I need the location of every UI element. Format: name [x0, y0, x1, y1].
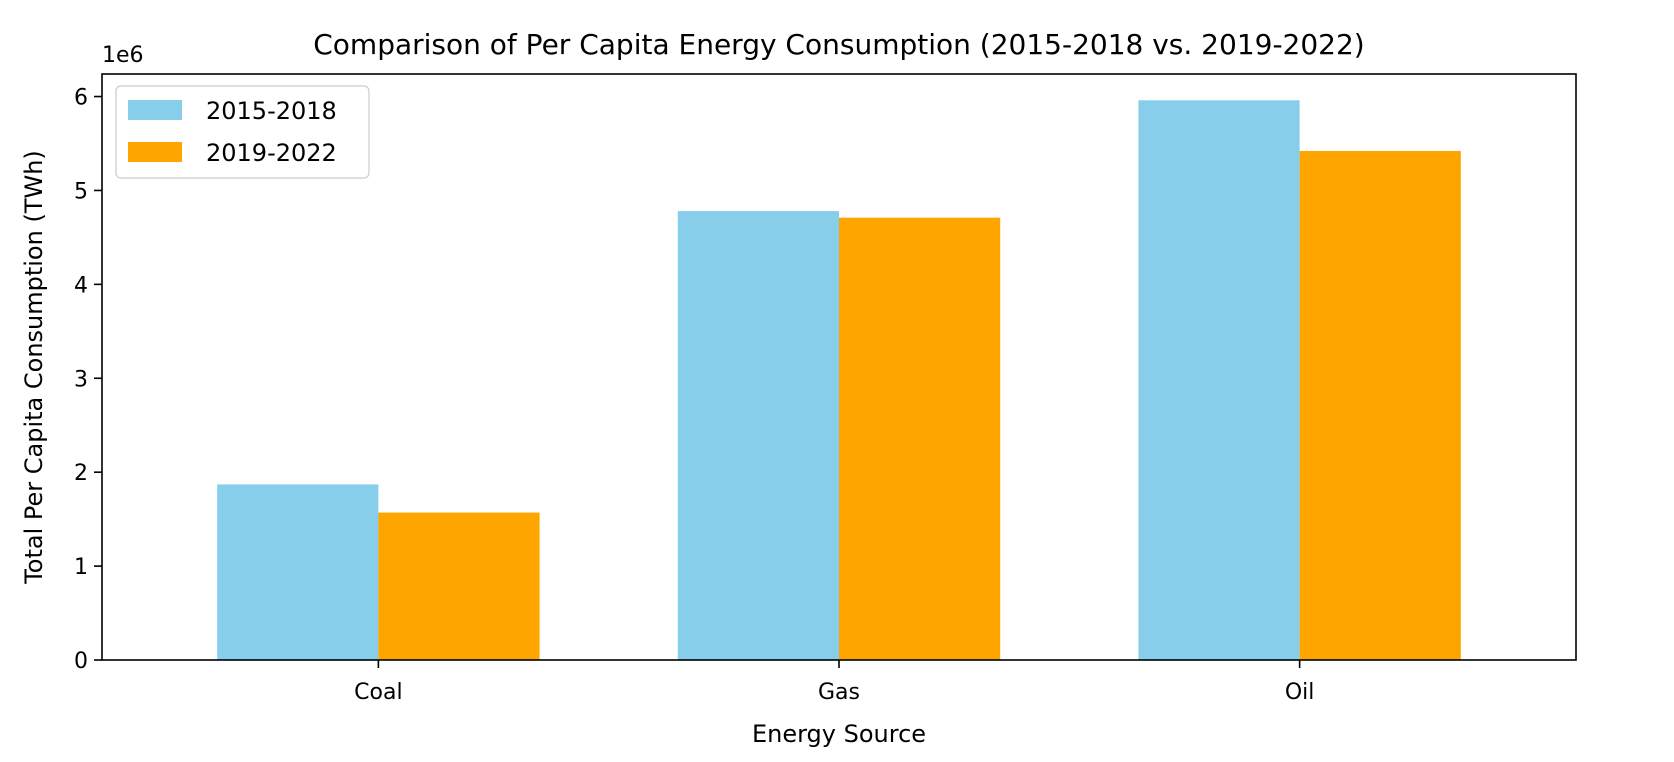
x-tick-label-coal: Coal [354, 680, 402, 705]
legend: 2015-2018 2019-2022 [115, 85, 370, 179]
y-axis-ticks: 0 1 2 3 4 5 6 [74, 86, 102, 674]
bar-gas-2019-2022 [839, 217, 1001, 661]
y-tick-label: 6 [74, 86, 88, 111]
bar-coal-2019-2022 [378, 512, 540, 660]
y-tick-label: 1 [74, 555, 88, 580]
x-axis-label: Energy Source [752, 720, 926, 748]
bars-layer [217, 100, 1461, 661]
legend-swatch-2019-2022 [128, 142, 182, 162]
x-tick-label-oil: Oil [1285, 680, 1315, 705]
y-tick-label: 3 [74, 367, 88, 392]
y-tick-label: 4 [74, 273, 88, 298]
legend-label-2015-2018: 2015-2018 [206, 97, 337, 125]
y-tick-label: 5 [74, 179, 88, 204]
x-axis-ticks: Coal Gas Oil [354, 660, 1314, 705]
bar-oil-2015-2018 [1138, 100, 1300, 661]
y-tick-label: 2 [74, 461, 88, 486]
y-axis-scale-label: 1e6 [102, 43, 144, 68]
y-tick-label: 0 [74, 649, 88, 674]
x-tick-label-gas: Gas [818, 680, 860, 705]
bar-gas-2015-2018 [677, 211, 839, 660]
legend-swatch-2015-2018 [128, 100, 182, 120]
chart-title: Comparison of Per Capita Energy Consumpt… [313, 28, 1364, 61]
legend-label-2019-2022: 2019-2022 [206, 139, 337, 167]
y-axis-label: Total Per Capita Consumption (TWh) [20, 150, 48, 585]
bar-coal-2015-2018 [217, 484, 379, 660]
bar-oil-2019-2022 [1299, 151, 1461, 660]
